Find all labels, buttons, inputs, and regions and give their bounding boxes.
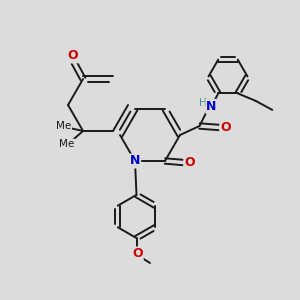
Text: O: O [132,248,143,260]
Text: O: O [220,121,231,134]
Text: Me: Me [59,140,74,149]
Text: Me: Me [56,122,71,131]
Text: O: O [184,156,195,169]
Text: O: O [67,50,78,62]
Text: N: N [206,100,217,113]
Text: H: H [199,98,207,108]
Text: N: N [130,154,140,167]
